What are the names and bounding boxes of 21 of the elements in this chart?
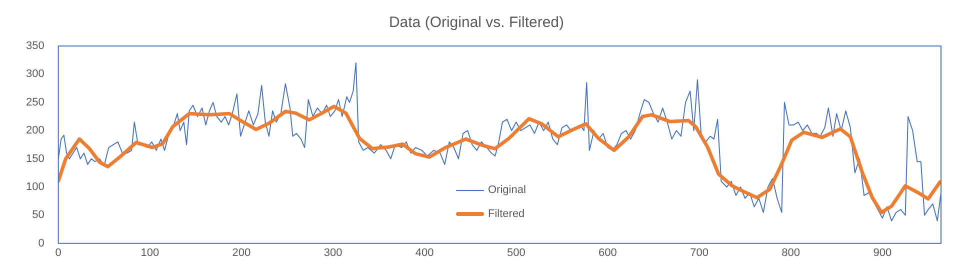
x-tick-label: 400: [415, 247, 434, 260]
x-tick-label: 500: [506, 247, 526, 260]
y-tick-label: 300: [26, 68, 44, 80]
x-tick-label: 600: [598, 247, 617, 260]
y-tick-label: 350: [26, 40, 44, 52]
legend-label: Filtered: [488, 208, 525, 220]
x-tick-label: 100: [140, 247, 160, 260]
legend-label: Original: [488, 184, 526, 196]
x-tick-label: 900: [873, 247, 892, 260]
y-tick-label: 100: [26, 181, 44, 194]
y-tick-label: 250: [26, 96, 44, 108]
y-tick-label: 0: [38, 237, 44, 250]
x-tick-label: 800: [782, 247, 800, 260]
chart-title: Data (Original vs. Filtered): [388, 14, 564, 32]
y-tick-label: 200: [26, 124, 44, 137]
y-tick-label: 150: [26, 152, 44, 165]
y-tick-label: 50: [32, 209, 44, 222]
x-tick-label: 0: [55, 247, 62, 260]
x-tick-label: 200: [232, 247, 251, 260]
x-tick-label: 700: [690, 247, 708, 260]
x-tick-label: 300: [324, 247, 342, 260]
